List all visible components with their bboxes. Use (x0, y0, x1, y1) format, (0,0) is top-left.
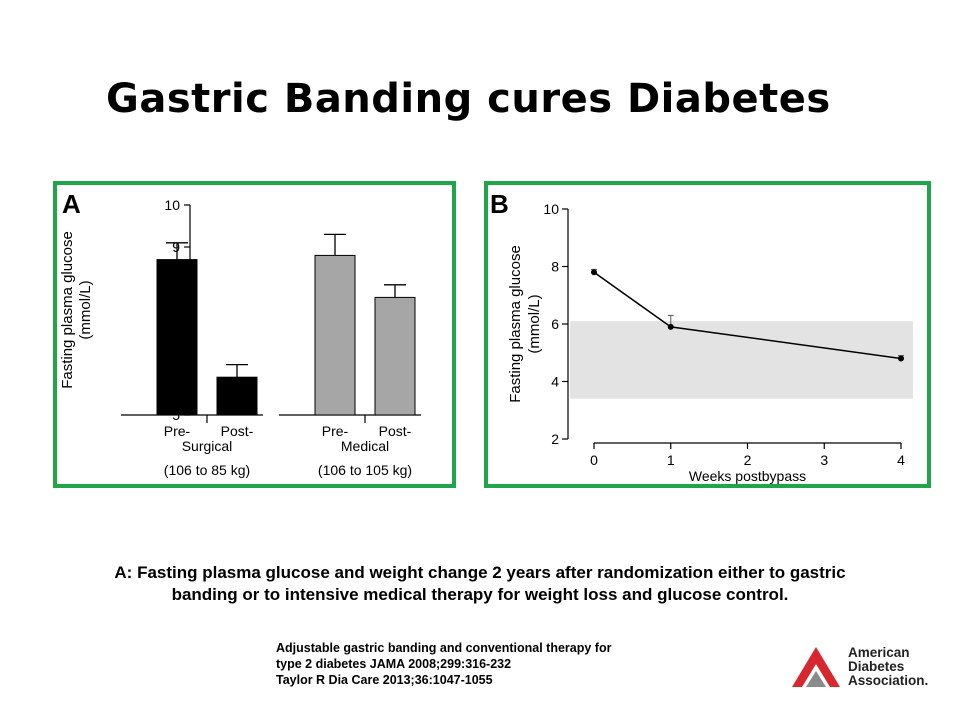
caption-line-2: banding or to intensive medical therapy … (171, 585, 789, 604)
chart-panel-a: A5678910Fasting plasma glucose(mmol/L)Pr… (53, 181, 456, 488)
x-axis-title: Weeks postbypass (689, 468, 806, 484)
group-label: Medical (341, 438, 389, 454)
x-tick-label: 2 (744, 452, 752, 468)
bar (216, 376, 258, 416)
bar-chart: A5678910Fasting plasma glucose(mmol/L)Pr… (59, 189, 421, 478)
line-chart: B 2 4 6 8 10 Fasting plasma glucose (mmol/L) 0 1 2… (490, 189, 913, 484)
x-tick-label: 4 (897, 452, 905, 468)
ada-logo-text: American Diabetes Association. (848, 646, 928, 688)
y-tick-label: 4 (551, 374, 559, 390)
slide-title: Gastric Banding cures Diabetes (106, 76, 831, 122)
data-point (591, 269, 597, 276)
bar (156, 259, 198, 416)
x-tick-label: 1 (667, 452, 675, 468)
group-weight-label: (106 to 85 kg) (164, 462, 250, 478)
logo-line-1: American (848, 645, 910, 660)
data-point (667, 323, 674, 330)
reference-line-1: Adjustable gastric banding and conventio… (276, 641, 612, 655)
caption-line-1: A: Fasting plasma glucose and weight cha… (114, 563, 846, 582)
x-tick-label: Post- (221, 423, 254, 439)
panel-label-b: B (490, 189, 509, 219)
y-tick-label: 6 (551, 316, 559, 332)
y-tick-label: 9 (172, 239, 180, 255)
y-axis-title-unit: (mmol/L) (526, 294, 543, 353)
reference-line-3: Taylor R Dia Care 2013;36:1047-1055 (276, 673, 493, 687)
logo-line-2: Diabetes (848, 659, 905, 674)
bar (314, 254, 356, 416)
x-tick-label: Pre- (322, 423, 349, 439)
group-label: Surgical (182, 438, 233, 454)
y-axis-title: Fasting plasma glucose (507, 245, 524, 403)
figure-caption: A: Fasting plasma glucose and weight cha… (30, 562, 930, 606)
panel-label-a: A (62, 189, 81, 219)
y-axis-title-unit: (mmol/L) (77, 280, 94, 339)
y-tick-label: 10 (543, 201, 559, 217)
reference-line-2: type 2 diabetes JAMA 2008;299:316-232 (276, 657, 512, 671)
chart-panel-b: B 2 4 6 8 10 Fasting plasma glucose (mmol/L) 0 1 2… (484, 181, 931, 488)
bar (374, 296, 416, 416)
ada-logo-icon (792, 647, 840, 687)
x-tick-label: Post- (379, 423, 412, 439)
y-tick-label: 10 (164, 197, 180, 213)
y-tick-label: 8 (551, 259, 559, 275)
logo-line-3: Association. (848, 673, 929, 688)
x-tick-label: 0 (590, 452, 598, 468)
data-point (898, 355, 904, 362)
normal-range-band (570, 321, 913, 399)
group-weight-label: (106 to 105 kg) (318, 462, 412, 478)
references: Adjustable gastric banding and conventio… (276, 640, 716, 688)
y-axis-title: Fasting plasma glucose (59, 231, 76, 389)
x-tick-label: 3 (820, 452, 828, 468)
y-tick-label: 2 (551, 431, 559, 447)
x-tick-label: Pre- (164, 423, 191, 439)
